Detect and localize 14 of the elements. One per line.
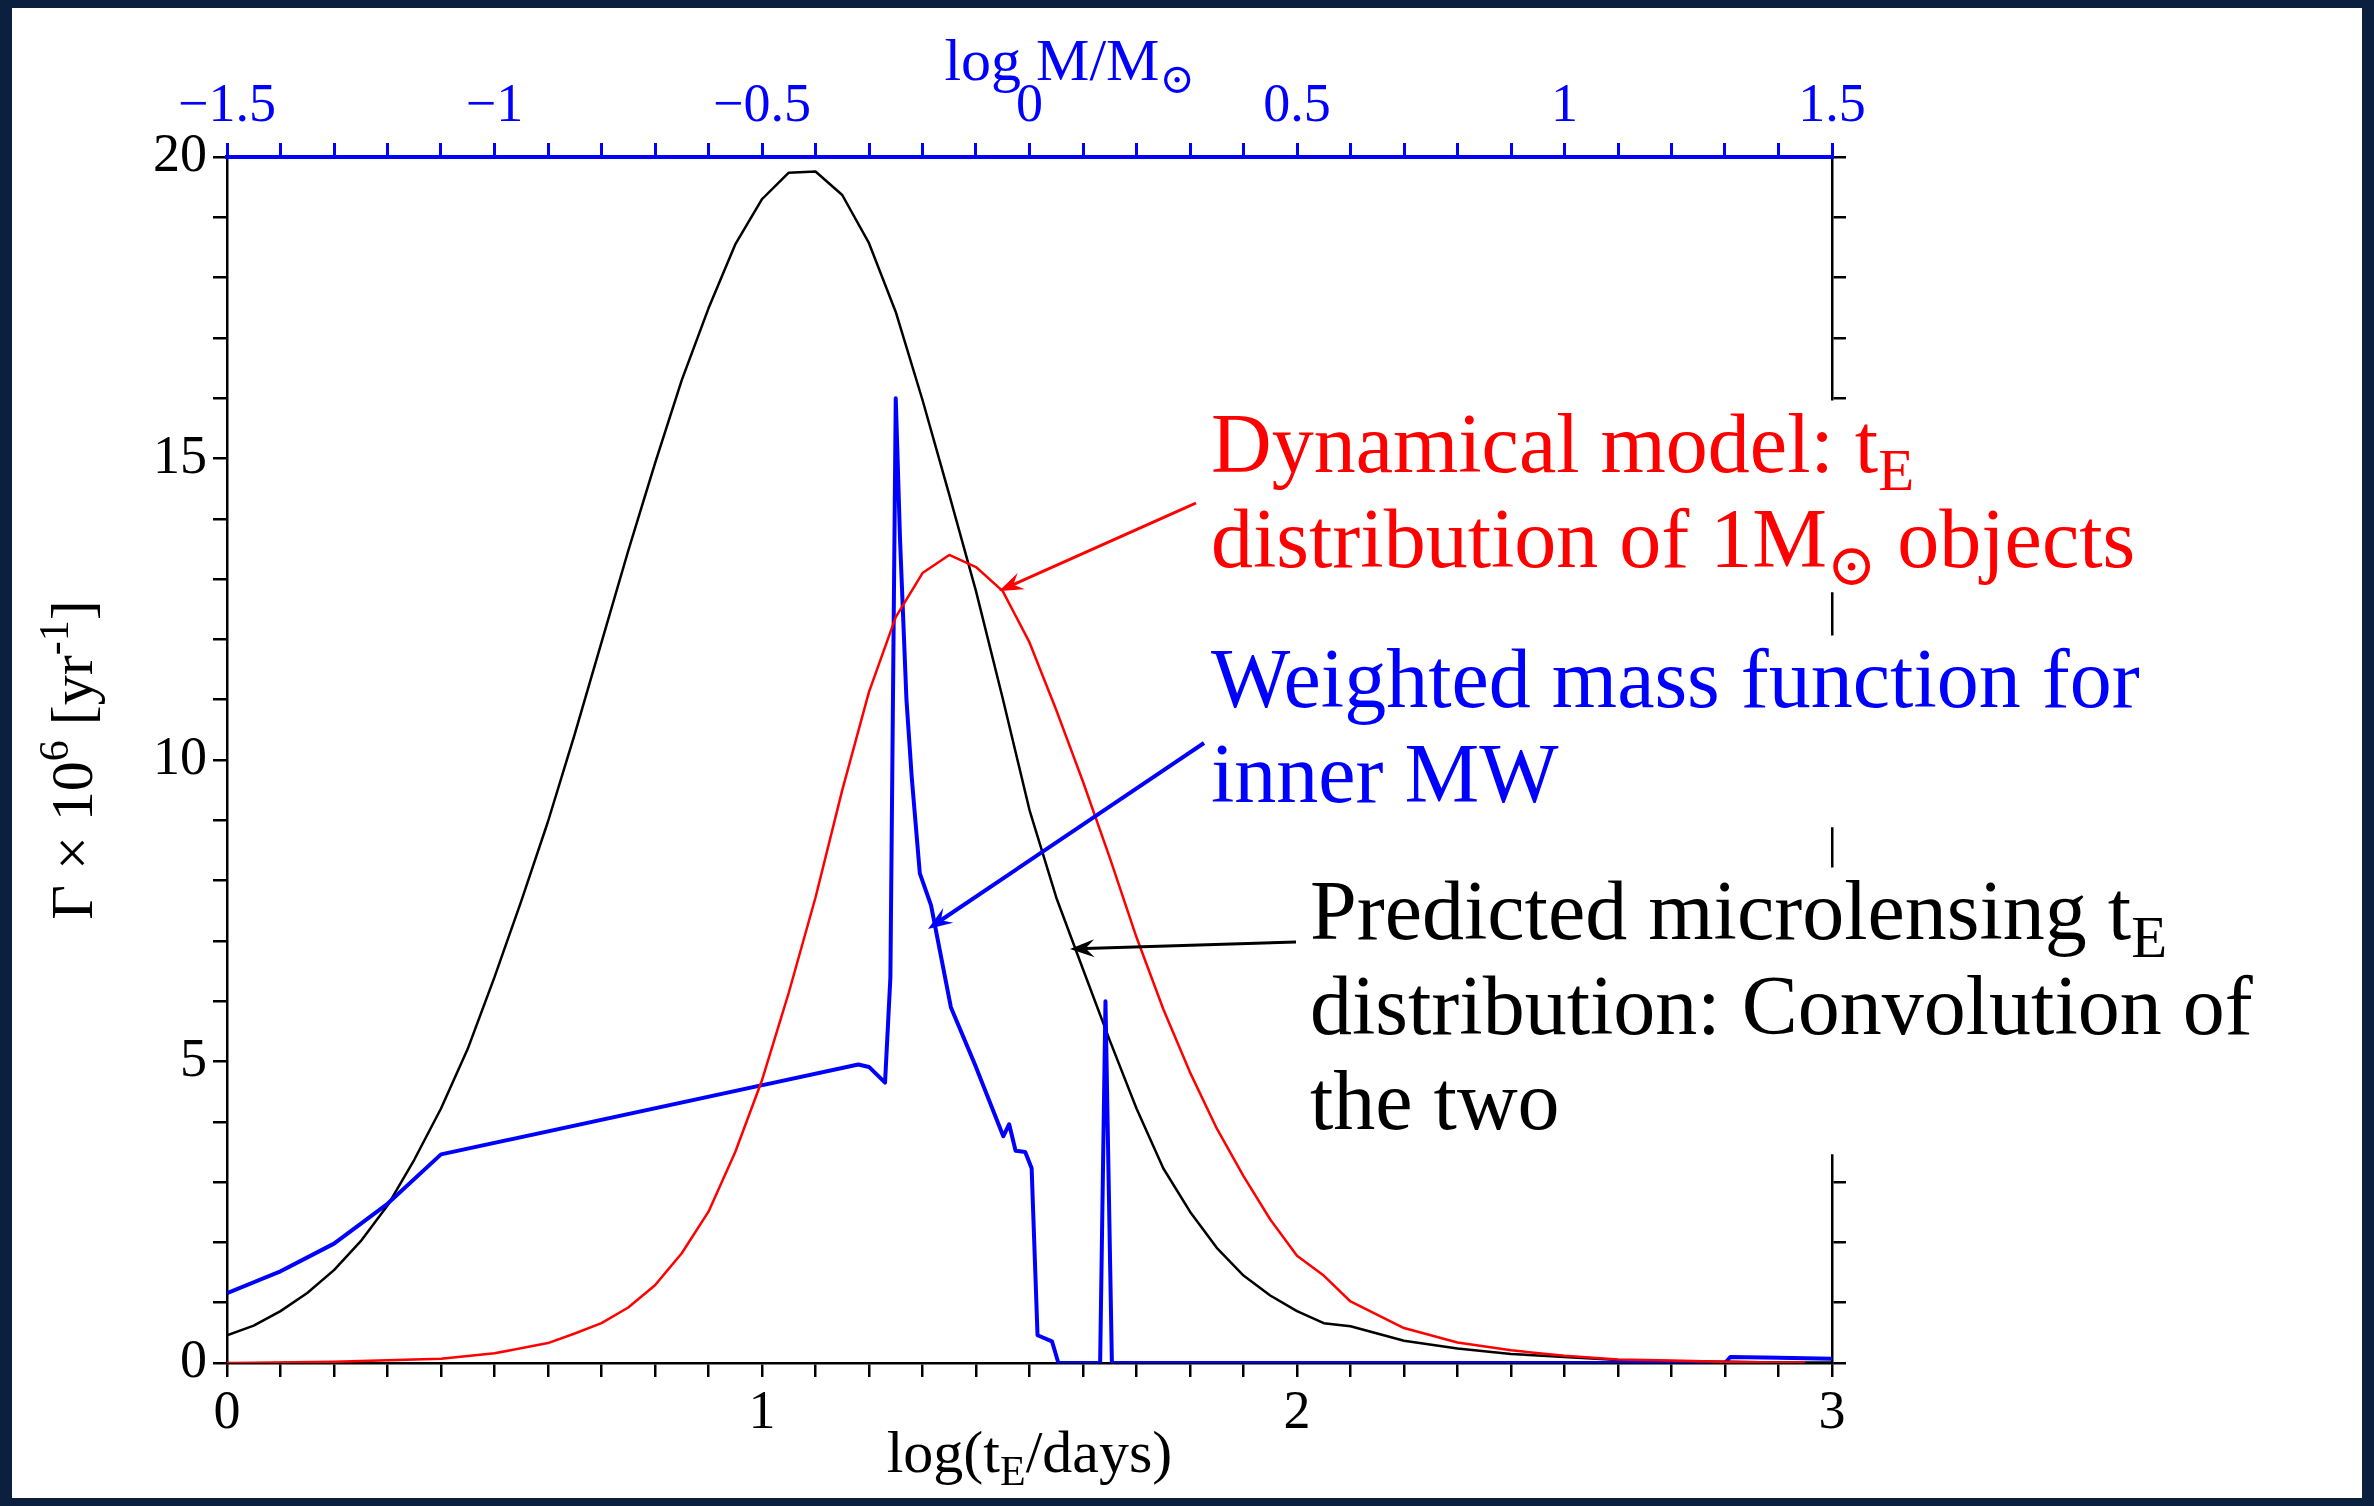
x2-tick-label: 1.5 bbox=[1798, 72, 1866, 133]
x2-tick-label: −0.5 bbox=[713, 72, 811, 133]
x2-tick-label: 0.5 bbox=[1263, 72, 1331, 133]
y-tick-label: 15 bbox=[153, 424, 207, 485]
annotation: Weighted mass function for inner MW bbox=[1211, 632, 2140, 820]
x2-tick-label: −1 bbox=[465, 72, 524, 133]
x-tick-label: 3 bbox=[1818, 1379, 1846, 1440]
y-tick-label: 10 bbox=[153, 726, 207, 787]
y-tick-label: 5 bbox=[180, 1027, 207, 1088]
x-tick-label: 1 bbox=[748, 1379, 776, 1440]
y-axis-title: Γ × 106 [yr-1] bbox=[31, 600, 105, 920]
y-tick-label: 0 bbox=[180, 1329, 207, 1390]
x-tick-label: 2 bbox=[1283, 1379, 1311, 1440]
x2-tick-label: 1 bbox=[1551, 72, 1578, 133]
